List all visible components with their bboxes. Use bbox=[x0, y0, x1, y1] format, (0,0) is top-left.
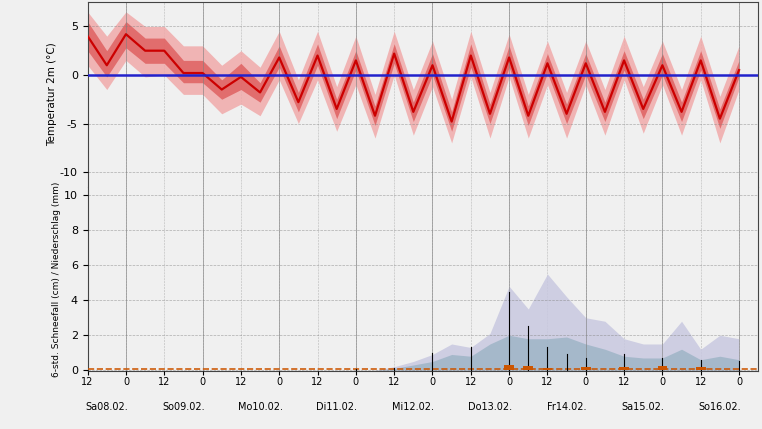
Text: So09.02.: So09.02. bbox=[162, 402, 205, 412]
Y-axis label: Temperatur 2m (°C): Temperatur 2m (°C) bbox=[47, 42, 57, 146]
Text: Mi12.02.: Mi12.02. bbox=[392, 402, 434, 412]
Bar bbox=[523, 366, 533, 370]
Bar bbox=[658, 366, 668, 370]
Text: Sa08.02.: Sa08.02. bbox=[85, 402, 128, 412]
Bar bbox=[504, 365, 514, 370]
Bar bbox=[696, 367, 706, 370]
Text: Mo10.02.: Mo10.02. bbox=[238, 402, 283, 412]
Text: So16.02.: So16.02. bbox=[699, 402, 741, 412]
Bar bbox=[581, 367, 591, 370]
Bar bbox=[620, 367, 629, 370]
Text: Do13.02.: Do13.02. bbox=[468, 402, 512, 412]
Bar bbox=[543, 368, 552, 370]
Text: Fr14.02.: Fr14.02. bbox=[547, 402, 586, 412]
Text: Di11.02.: Di11.02. bbox=[316, 402, 357, 412]
Y-axis label: 6-std. Schneefall (cm) / Niederschlag (mm): 6-std. Schneefall (cm) / Niederschlag (m… bbox=[52, 181, 61, 377]
Text: Sa15.02.: Sa15.02. bbox=[622, 402, 664, 412]
